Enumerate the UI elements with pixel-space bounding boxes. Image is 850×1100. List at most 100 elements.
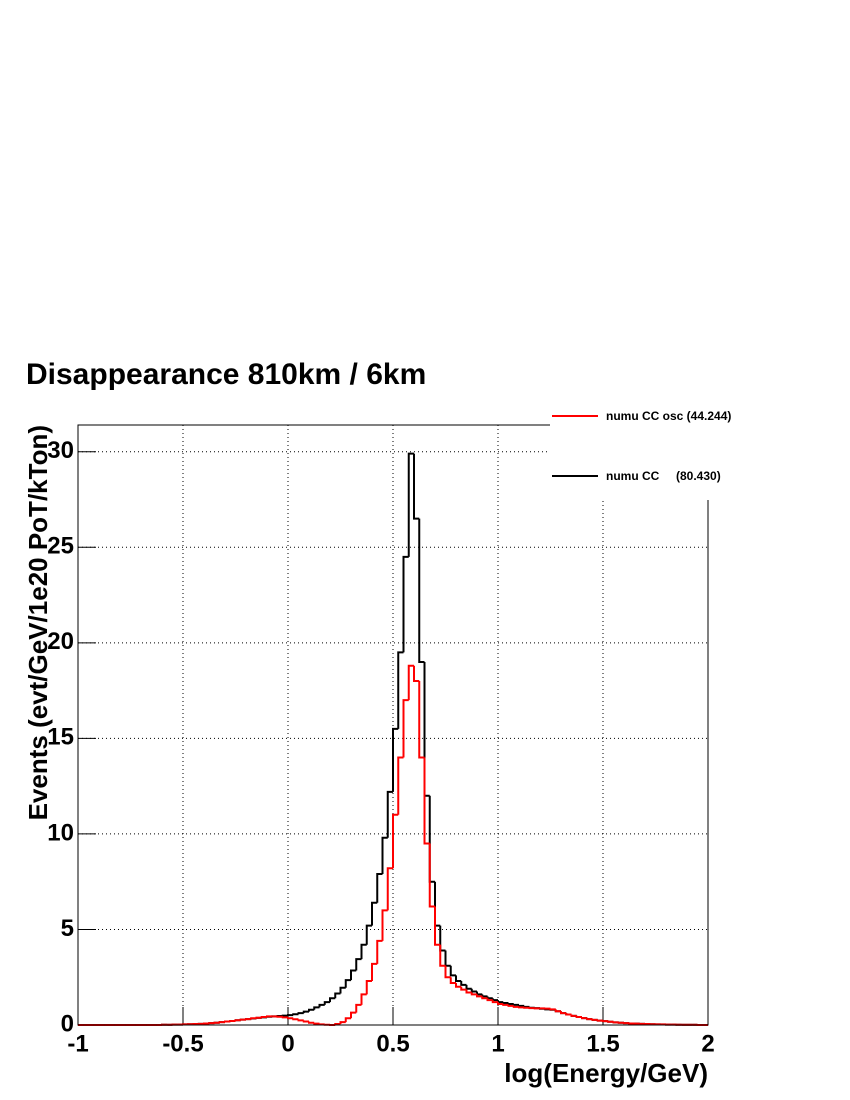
histogram-bin (465, 984, 472, 990)
histogram-bin (344, 1017, 351, 1023)
histogram-bin (229, 1019, 236, 1022)
histogram-bin (239, 1018, 246, 1021)
legend: numu CC osc (44.244) numu CC (80.430) (550, 398, 731, 500)
legend-label: numu CC (80.430) (606, 469, 721, 483)
histogram-bin (334, 992, 341, 999)
histogram-bin (434, 906, 441, 946)
histogram-bin (444, 965, 451, 979)
histogram-bin (465, 989, 472, 994)
histogram-bin (460, 981, 467, 986)
histogram-bin (507, 1002, 514, 1005)
x-tick-label: 0 (281, 1030, 294, 1057)
histogram-bin (549, 1008, 556, 1011)
x-tick-label: 1 (491, 1030, 504, 1057)
y-tick-label: 10 (47, 819, 74, 846)
histogram-bin (523, 1005, 530, 1008)
histogram-bin (287, 1017, 294, 1020)
histogram-bin (350, 969, 357, 981)
histogram-bin (428, 843, 435, 908)
histogram-bin (350, 1011, 357, 1019)
histogram-bin (607, 1020, 614, 1023)
histogram-bin (339, 1021, 346, 1025)
histogram-bin (302, 1020, 309, 1023)
y-tick-label: 25 (47, 533, 74, 560)
histogram-bin (292, 1018, 299, 1021)
histogram-bin (234, 1019, 241, 1022)
histogram-bin (512, 1003, 519, 1006)
histogram-bin (323, 1001, 330, 1005)
histogram-bin (250, 1017, 257, 1020)
histogram-bin (297, 1019, 304, 1022)
histogram-bin (245, 1018, 252, 1021)
histogram-bin (371, 901, 378, 926)
x-tick-label: 0.5 (376, 1030, 409, 1057)
histogram-bin (224, 1020, 231, 1023)
histogram-bin (455, 982, 462, 988)
histogram-bin (260, 1015, 267, 1018)
histogram-bin (386, 790, 393, 838)
histogram-bin (554, 1009, 561, 1013)
histogram-bin (586, 1018, 593, 1021)
histogram-bin (491, 1000, 498, 1004)
histogram-bin (266, 1015, 273, 1018)
histogram-bin (502, 1003, 509, 1006)
histogram-bin (581, 1016, 588, 1020)
histogram-bin (365, 980, 372, 995)
histogram-bin (444, 950, 451, 967)
x-axis-title: log(Energy/GeV) (504, 1058, 708, 1088)
legend-label: numu CC osc (44.244) (606, 409, 731, 423)
y-tick-label: 30 (47, 437, 74, 464)
histogram-bin (371, 962, 378, 982)
histogram-bin (376, 939, 383, 964)
histogram-bin (365, 924, 372, 945)
histogram-bin (565, 1013, 572, 1016)
histogram-bin (386, 867, 393, 911)
histogram-bin (560, 1011, 567, 1015)
histogram-bin (575, 1015, 582, 1018)
histogram-bin (318, 1023, 325, 1026)
histogram-bin (486, 998, 493, 1002)
histogram-bin (218, 1021, 225, 1024)
histogram-bin (313, 1022, 320, 1025)
histogram-bin (397, 651, 404, 729)
histogram-bin (486, 996, 493, 1000)
histogram-bin (439, 944, 446, 967)
histogram-bin (308, 1008, 315, 1012)
histogram-bin (413, 665, 420, 683)
histogram-bin (591, 1018, 598, 1021)
histogram-bin (376, 873, 383, 903)
histogram-bin (344, 979, 351, 988)
histogram-bin (476, 994, 483, 998)
chart-title: Disappearance 810km / 6km (26, 358, 426, 391)
histogram-bin (470, 992, 477, 996)
x-tick-label: 2 (701, 1030, 714, 1057)
histogram-bin (418, 518, 425, 663)
histogram-bin (381, 836, 388, 875)
histogram-bin (355, 1003, 362, 1013)
histogram-bin (455, 975, 462, 983)
histogram-bin (287, 1014, 294, 1017)
histogram-bin (449, 977, 456, 984)
histogram-bin (360, 993, 367, 1005)
histogram-bin (281, 1016, 288, 1019)
histogram-bin (570, 1014, 577, 1017)
x-tick-label: -0.5 (162, 1030, 203, 1057)
x-tick-label: 1.5 (586, 1030, 619, 1057)
histogram-bin (497, 1002, 504, 1005)
histogram-bin (402, 699, 409, 758)
histogram-bin (470, 988, 477, 993)
x-tick-label: -1 (67, 1030, 88, 1057)
histogram-bin (596, 1019, 603, 1022)
histogram-bin (339, 986, 346, 994)
histogram-bin (302, 1010, 309, 1014)
histogram-bin (413, 453, 420, 520)
histogram-bin (460, 986, 467, 991)
y-axis-title: Events (evt/GeV/1e20 PoT/kTon) (23, 425, 53, 820)
histogram-bin (481, 994, 488, 998)
histogram-bin (602, 1020, 609, 1023)
histogram-bin (329, 997, 336, 1003)
histogram-bin (518, 1006, 525, 1009)
histogram-bin (423, 757, 430, 845)
histogram-bin (407, 664, 414, 701)
histogram-bin (512, 1005, 519, 1008)
